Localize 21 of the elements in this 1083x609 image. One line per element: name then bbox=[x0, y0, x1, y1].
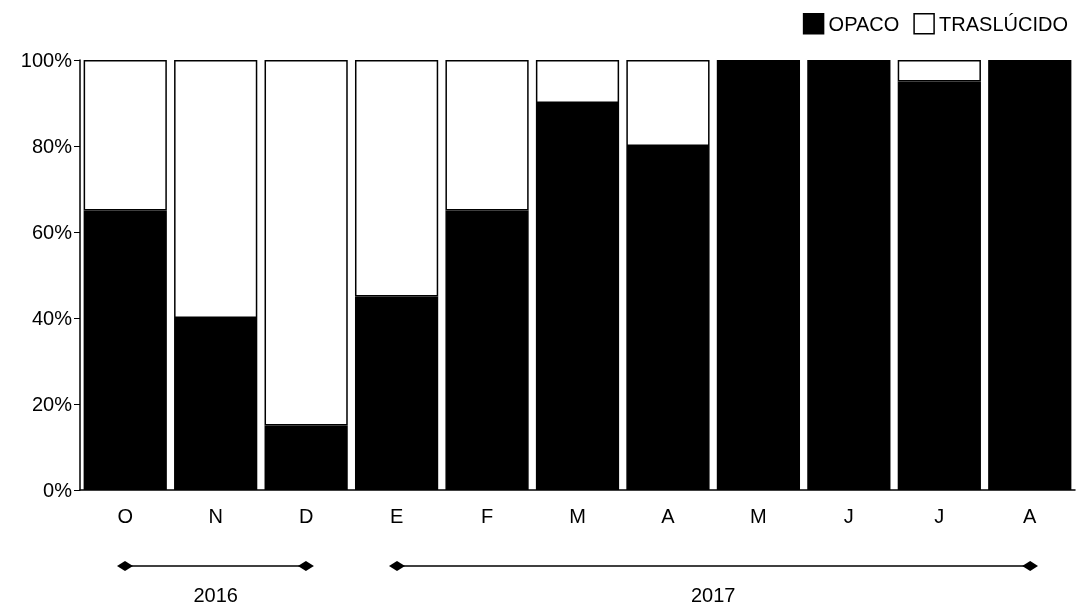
legend-label: OPACO bbox=[828, 12, 900, 35]
x-tick-label: A bbox=[1023, 505, 1038, 527]
y-tick-label: 80% bbox=[31, 135, 73, 157]
x-tick-label: D bbox=[298, 505, 314, 527]
text: 2017 bbox=[690, 584, 736, 607]
x-tick-label: O bbox=[117, 505, 134, 527]
x-tick-label: J bbox=[934, 505, 945, 527]
x-tick-label: E bbox=[389, 505, 404, 527]
x-tick-label: A bbox=[661, 505, 676, 527]
text: 2016 bbox=[193, 584, 238, 607]
x-tick-label: F bbox=[480, 505, 494, 527]
y-tick-label: 0% bbox=[43, 479, 73, 501]
y-tick-label: 60% bbox=[31, 221, 73, 243]
x-tick-label: N bbox=[208, 505, 223, 527]
x-tick-label: J bbox=[843, 505, 854, 527]
x-tick-label: M bbox=[750, 505, 767, 527]
y-tick-label: 20% bbox=[31, 393, 73, 415]
y-tick-label: 100% bbox=[20, 49, 73, 71]
legend-label: TRASLÚCIDO bbox=[939, 12, 1068, 35]
y-tick-label: 40% bbox=[31, 307, 73, 329]
x-tick-label: M bbox=[569, 505, 586, 527]
